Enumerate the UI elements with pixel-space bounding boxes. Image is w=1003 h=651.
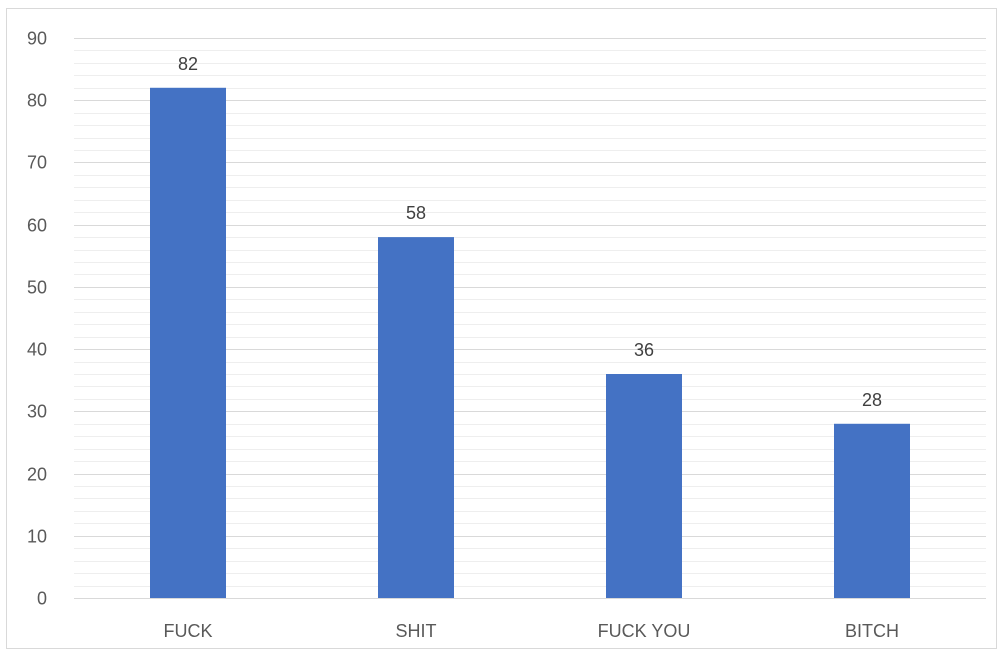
y-tick-label: 60 xyxy=(27,216,47,236)
x-tick-label: FUCK xyxy=(164,621,213,641)
x-tick-label: BITCH xyxy=(845,621,899,641)
y-tick-label: 0 xyxy=(37,589,47,609)
y-tick-label: 90 xyxy=(27,29,47,49)
bar xyxy=(150,87,226,599)
y-tick-label: 30 xyxy=(27,402,47,422)
bar xyxy=(834,423,910,598)
y-tick-label: 70 xyxy=(27,153,47,173)
y-tick-label: 50 xyxy=(27,278,47,298)
data-label: 28 xyxy=(862,390,882,410)
x-tick-label: SHIT xyxy=(395,621,436,641)
y-tick-label: 20 xyxy=(27,465,47,485)
y-tick-label: 40 xyxy=(27,340,47,360)
data-label: 58 xyxy=(406,203,426,223)
x-tick-label: FUCK YOU xyxy=(598,621,691,641)
bar xyxy=(606,374,682,598)
data-label: 82 xyxy=(178,54,198,74)
y-tick-label: 80 xyxy=(27,91,47,111)
y-tick-label: 10 xyxy=(27,527,47,547)
bar xyxy=(378,237,454,598)
data-label: 36 xyxy=(634,340,654,360)
